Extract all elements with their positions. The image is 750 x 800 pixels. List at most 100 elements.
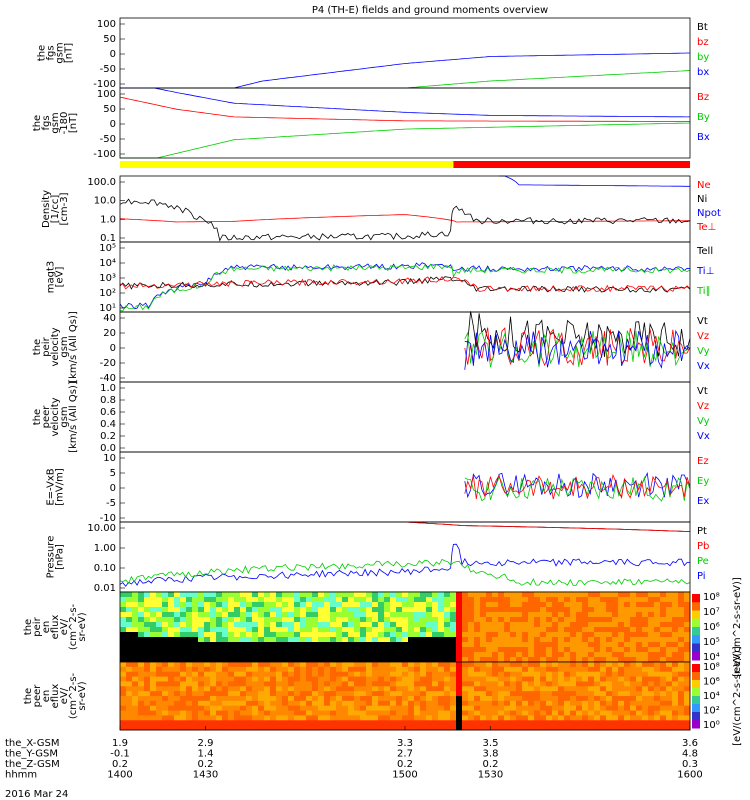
spectrogram-cell [630, 715, 637, 721]
spectrogram-cell [438, 700, 445, 707]
spectrogram-cell [642, 602, 649, 608]
spectrogram-cell [516, 681, 523, 687]
spectrogram-cell [222, 696, 229, 702]
spectrogram-cell [366, 647, 373, 653]
spectrogram-cell [462, 691, 469, 697]
spectrogram-cell [456, 725, 463, 731]
spectrogram-cell [360, 662, 367, 668]
spectrogram-cell [384, 681, 391, 687]
spectrogram-cell [372, 705, 379, 712]
spectrogram-cell [312, 652, 319, 658]
spectrogram-cell [168, 632, 175, 638]
spectrogram-cell [306, 705, 313, 712]
spectrogram-cell [468, 666, 475, 673]
spectrogram-cell [666, 671, 673, 678]
spectrogram-cell [408, 696, 415, 702]
spectrogram-cell [120, 676, 127, 682]
spectrogram-cell [492, 642, 499, 648]
spectrogram-cell [588, 652, 595, 658]
spectrogram-cell [570, 725, 577, 731]
spectrogram-cell [276, 700, 283, 707]
spectrogram-cell [288, 607, 295, 613]
spectrogram-cell [498, 676, 505, 682]
spectrogram-cell [660, 622, 667, 628]
spectrogram-cell [348, 617, 355, 623]
spectrogram-cell [378, 642, 385, 648]
spectrogram-cell [630, 592, 637, 598]
spectrogram-cell [450, 592, 457, 598]
spectrogram-cell [510, 696, 517, 702]
spectrogram-cell [498, 622, 505, 628]
series-bx [120, 52, 690, 89]
spectrogram-cell [150, 686, 157, 692]
spectrogram-cell [258, 607, 265, 613]
spectrogram-cell [450, 696, 457, 702]
spectrogram-cell [240, 622, 247, 628]
spectrogram-cell [684, 681, 691, 687]
spectrogram-cell [648, 607, 655, 613]
spectrogram-cell [276, 696, 283, 702]
spectrogram-cell [564, 700, 571, 707]
spectrogram-cell [234, 607, 241, 613]
spectrogram-cell [354, 686, 361, 692]
spectrogram-cell [330, 592, 337, 598]
y-tick-label: -50 [100, 134, 116, 145]
spectrogram-cell [426, 662, 433, 668]
spectrogram-cell [390, 612, 397, 618]
spectrogram-cell [654, 696, 661, 702]
spectrogram-cell [222, 691, 229, 697]
spectrogram-cell [138, 647, 145, 653]
spectrogram-cell [486, 612, 493, 618]
spectrogram-cell [498, 597, 505, 603]
spectrogram-cell [456, 666, 463, 673]
spectrogram-cell [636, 627, 643, 633]
y-tick-label: 0.8 [100, 395, 116, 406]
spectrogram-cell [270, 691, 277, 697]
spectrogram-cell [684, 696, 691, 702]
spectrogram-cell [636, 715, 643, 721]
spectrogram-cell [612, 715, 619, 721]
spectrogram-cell [456, 700, 463, 707]
y-axis-label: thefgsgsm[nT] [37, 42, 75, 63]
spectrogram-cell [588, 597, 595, 603]
spectrogram-cell [282, 710, 289, 716]
spectrogram-cell [468, 617, 475, 623]
spectrogram-cell [654, 637, 661, 643]
spectrogram-cell [138, 612, 145, 618]
spectrogram-cell [168, 597, 175, 603]
spectrogram-cell [126, 627, 133, 633]
spectrogram-cell [390, 662, 397, 668]
spectrogram-cell [252, 607, 259, 613]
spectrogram-cell [420, 705, 427, 712]
spectrogram-cell [234, 676, 241, 682]
spectrogram-cell [522, 622, 529, 628]
spectrogram-cell [246, 671, 253, 678]
series-Pi [119, 543, 691, 587]
spectrogram-cell [258, 617, 265, 623]
spectrogram-cell [234, 720, 241, 726]
legend-Vy: Vy [697, 346, 710, 357]
spectrogram-cell [204, 710, 211, 716]
spectrogram-cell [366, 715, 373, 721]
spectrogram-cell [138, 700, 145, 707]
spectrogram-cell [624, 710, 631, 716]
spectrogram-cell [474, 627, 481, 633]
spectrogram-cell [444, 602, 451, 608]
spectrogram-cell [342, 647, 349, 653]
spectrogram-cell [654, 705, 661, 712]
spectrogram-cell [648, 700, 655, 707]
spectrogram-cell [222, 602, 229, 608]
spectrogram-cell [378, 592, 385, 598]
spectrogram-cell [438, 607, 445, 613]
spectrogram-cell [312, 686, 319, 692]
spectrogram-cell [186, 666, 193, 673]
spectrogram-cell [252, 622, 259, 628]
spectrogram-cell [528, 691, 535, 697]
spectrogram-cell [240, 710, 247, 716]
spectrogram-cell [570, 710, 577, 716]
spectrogram-cell [654, 652, 661, 658]
spectrogram-cell [498, 617, 505, 623]
spectrogram-cell [312, 617, 319, 623]
spectrogram-cell [120, 622, 127, 628]
